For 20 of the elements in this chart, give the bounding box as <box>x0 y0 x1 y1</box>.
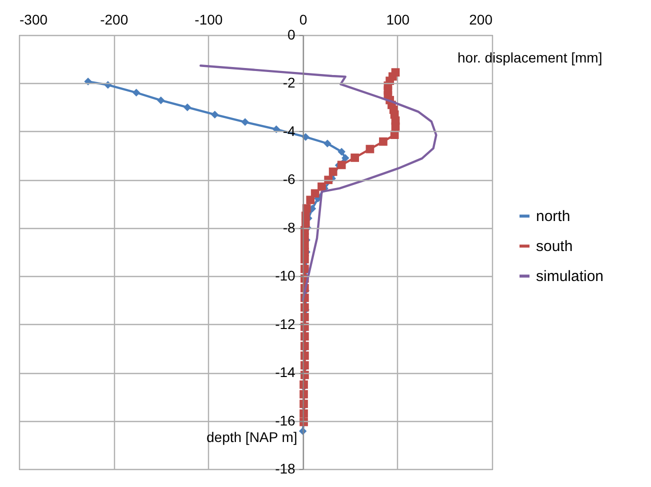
y-tick-label: -12 <box>275 316 296 332</box>
x-tick-label: -100 <box>194 12 223 28</box>
x-tick-label: -200 <box>100 12 128 28</box>
y-tick-label: -14 <box>275 364 296 380</box>
legend-label: simulation <box>536 268 604 286</box>
y-tick-label: 0 <box>288 26 296 42</box>
y-tick-label: -16 <box>275 412 296 428</box>
y-tick-label: -8 <box>282 219 296 236</box>
y-tick-label: -6 <box>282 171 296 188</box>
x-tick-label: 100 <box>386 12 410 28</box>
y-tick-label: -2 <box>282 74 296 91</box>
legend-label: south <box>536 238 573 256</box>
y-tick-label: -10 <box>275 268 296 284</box>
y-tick-label: -18 <box>275 460 296 476</box>
legend-label: north <box>536 208 570 226</box>
y-axis-title: depth [NAP m] <box>206 429 298 446</box>
x-axis-title: hor. displacement [mm] <box>458 50 602 66</box>
x-tick-label: 200 <box>469 12 493 28</box>
x-tick-label: 0 <box>299 12 308 28</box>
x-tick-label: -300 <box>20 12 48 28</box>
